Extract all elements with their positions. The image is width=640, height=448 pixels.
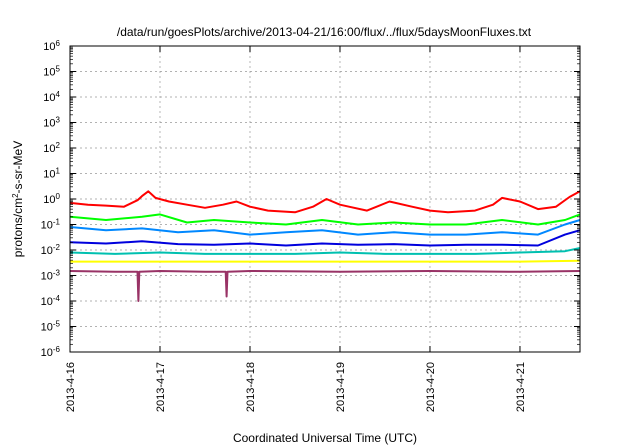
y-tick-label-base: 10 [41, 296, 53, 308]
y-tick-label-base: 10 [43, 143, 55, 155]
x-tick-label: 2013-4-20 [425, 362, 437, 412]
y-tick-label-exp: 1 [56, 166, 61, 175]
x-tick-label: 2013-4-18 [245, 362, 257, 412]
x-axis-label: Coordinated Universal Time (UTC) [233, 431, 417, 445]
y-tick-label: 10-2 [41, 243, 61, 258]
y-tick-label-exp: -3 [53, 268, 61, 277]
y-tick-label-exp: -6 [53, 345, 61, 354]
y-tick-label-base: 10 [43, 194, 55, 206]
y-tick-label-base: 10 [43, 92, 55, 104]
y-tick-label-base: 10 [41, 220, 53, 232]
y-tick-label: 102 [43, 141, 60, 156]
y-tick-label: 10-1 [41, 217, 61, 232]
y-axis-label-pre: protons/cm [11, 198, 25, 257]
y-tick-label: 104 [43, 90, 60, 105]
y-tick-label-base: 10 [43, 169, 55, 181]
y-tick-label-exp: -5 [53, 319, 61, 328]
y-tick-label: 103 [43, 115, 60, 130]
series-group [69, 190, 581, 302]
y-tick-label-base: 10 [41, 271, 53, 283]
y-tick-label-exp: 3 [56, 115, 61, 124]
y-tick-label-base: 10 [43, 118, 55, 130]
y-tick-label: 10-3 [41, 268, 61, 283]
y-tick-label: 10-4 [41, 294, 61, 309]
y-tick-label-exp: 4 [56, 90, 61, 99]
series-line-4 [69, 229, 581, 247]
series-line-2 [69, 213, 581, 226]
y-tick-label-base: 10 [43, 41, 55, 53]
y-tick-label: 101 [43, 166, 60, 181]
series-line-3 [69, 219, 581, 236]
series-line-6 [70, 259, 581, 263]
y-tick-label: 10-5 [41, 319, 61, 334]
y-axis-label: protons/cm2-s-sr-MeV [11, 141, 26, 257]
y-tick-label: 106 [43, 39, 60, 54]
y-tick-label-base: 10 [41, 245, 53, 257]
y-tick-label-exp: -2 [53, 243, 61, 252]
y-tick-label-base: 10 [41, 322, 53, 334]
y-tick-label-exp: 0 [56, 192, 61, 201]
y-tick-label-exp: 2 [56, 141, 61, 150]
y-axis-label-post: -s-sr-MeV [11, 141, 25, 194]
y-tick-label: 105 [43, 64, 60, 79]
y-tick-label-base: 10 [41, 347, 53, 359]
y-tick-label-exp: 6 [56, 39, 61, 48]
y-tick-label-exp: -4 [53, 294, 61, 303]
x-tick-label: 2013-4-21 [515, 362, 527, 412]
y-tick-label: 10-6 [41, 345, 61, 360]
x-tick-label: 2013-4-19 [335, 362, 347, 412]
x-tick-label: 2013-4-16 [65, 362, 77, 412]
ticks [69, 45, 580, 353]
y-tick-label-base: 10 [43, 67, 55, 79]
y-tick-label: 100 [43, 192, 60, 207]
x-tick-labels: 2013-4-16 2013-4-17 2013-4-18 2013-4-19 2013… [65, 362, 527, 412]
series-line-7 [69, 270, 581, 302]
y-tick-label-exp: -1 [53, 217, 61, 226]
y-axis-label-sup: 2 [11, 193, 20, 198]
chart-title: /data/run/goesPlots/archive/2013-04-21/1… [117, 25, 532, 39]
x-tick-label: 2013-4-17 [155, 362, 167, 412]
y-tick-label-exp: 5 [56, 64, 61, 73]
series-line-5 [69, 247, 581, 255]
series-line-1 [69, 190, 581, 214]
y-tick-labels: 10-610-510-410-310-210-11001011021031041… [41, 39, 61, 360]
